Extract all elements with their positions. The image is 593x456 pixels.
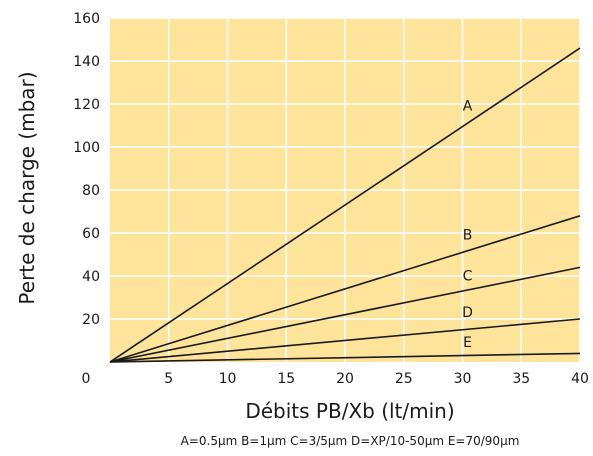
x-tick-label: 40 [571, 371, 589, 387]
series-label-c: C [463, 268, 473, 284]
series-line-b [109, 215, 581, 363]
grid-lines [110, 17, 581, 362]
x-tick-label: 5 [164, 371, 173, 387]
x-tick-label: 15 [277, 371, 295, 387]
series-line-d [109, 318, 581, 363]
y-tick-label: 100 [73, 140, 100, 156]
series-lines [109, 47, 581, 363]
x-tick-label: 25 [395, 371, 413, 387]
x-tick-label: 0 [82, 371, 91, 387]
series-label-a: A [463, 98, 473, 114]
series-line-e [109, 352, 581, 363]
series-label-d: D [462, 305, 473, 321]
x-tick-label: 20 [336, 371, 354, 387]
legend-note: A=0.5µm B=1µm C=3/5µm D=XP/10-50µm E=70/… [181, 434, 520, 448]
y-tick-label: 120 [73, 97, 100, 113]
y-tick-label: 40 [82, 269, 100, 285]
series-line-c [109, 266, 581, 363]
y-tick-label: 140 [73, 54, 100, 70]
series-labels: A B C DE [462, 98, 473, 351]
x-tick-label: 10 [219, 371, 237, 387]
x-axis-title: Débits PB/Xb (lt/min) [245, 399, 454, 423]
y-axis-title: Perte de charge (mbar) [15, 71, 39, 304]
y-tick-label: 60 [82, 226, 100, 242]
tick-labels: 0 5 10 15 20 25 30 35 40 20 40 60 80 100 120 140 160 [73, 11, 589, 387]
x-tick-label: 35 [512, 371, 530, 387]
series-line-a [109, 47, 581, 363]
y-tick-label: 80 [82, 183, 100, 199]
y-tick-label: 160 [73, 11, 100, 27]
series-label-b: B [463, 227, 473, 243]
y-tick-label: 20 [82, 312, 100, 328]
series-label-e: E [463, 335, 472, 351]
x-tick-label: 30 [454, 371, 472, 387]
